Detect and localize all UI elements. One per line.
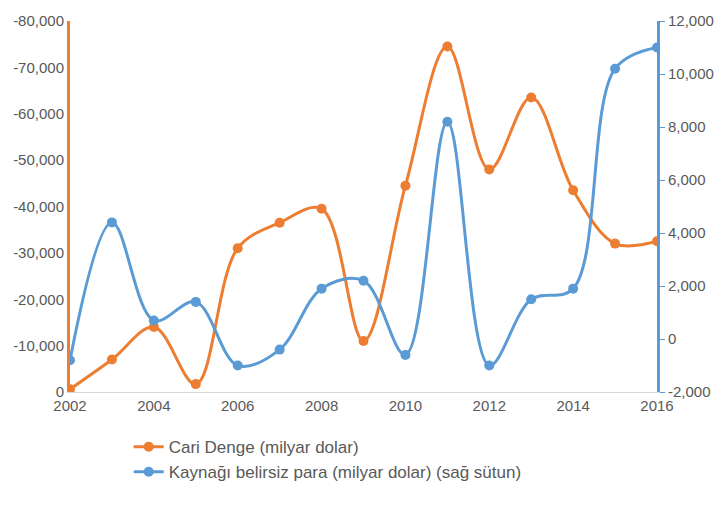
svg-text:-30,000: -30,000 [13,244,64,261]
svg-text:6,000: 6,000 [668,171,706,188]
svg-text:-20,000: -20,000 [13,291,64,308]
svg-text:2002: 2002 [53,397,86,414]
svg-text:0: 0 [668,330,676,347]
svg-text:2012: 2012 [473,397,506,414]
svg-text:Cari Denge (milyar dolar): Cari Denge (milyar dolar) [169,438,359,457]
svg-text:-50,000: -50,000 [13,151,64,168]
svg-text:2014: 2014 [556,397,589,414]
svg-text:-80,000: -80,000 [13,12,64,29]
svg-text:2010: 2010 [389,397,422,414]
svg-text:10,000: 10,000 [668,65,714,82]
svg-text:2016: 2016 [640,397,673,414]
svg-text:-60,000: -60,000 [13,105,64,122]
svg-text:2008: 2008 [305,397,338,414]
svg-text:2004: 2004 [137,397,170,414]
svg-text:2,000: 2,000 [668,277,706,294]
svg-text:-70,000: -70,000 [13,59,64,76]
svg-text:-10,000: -10,000 [13,337,64,354]
svg-text:8,000: 8,000 [668,118,706,135]
svg-text:Kaynağı belirsiz para (milyar: Kaynağı belirsiz para (milyar dolar) (sa… [169,463,521,482]
svg-text:-40,000: -40,000 [13,198,64,215]
svg-text:0: 0 [56,383,64,400]
svg-text:4,000: 4,000 [668,224,706,241]
svg-text:2006: 2006 [221,397,254,414]
svg-text:-2,000: -2,000 [668,383,711,400]
svg-text:12,000: 12,000 [668,12,714,29]
